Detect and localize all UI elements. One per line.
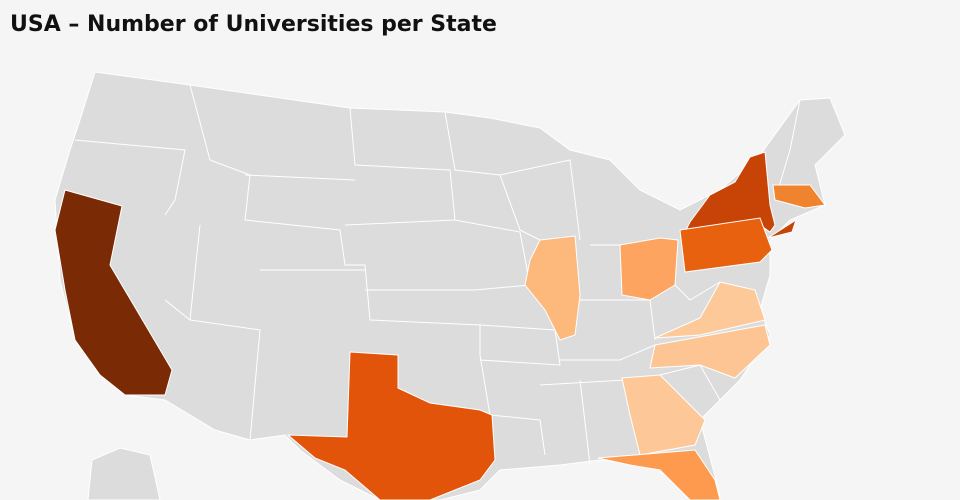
georgia <box>621 374 706 456</box>
long-island <box>767 218 797 239</box>
new-york <box>684 151 776 233</box>
virginia <box>654 281 766 339</box>
florida <box>597 449 721 500</box>
california <box>54 189 173 396</box>
illinois <box>524 235 581 341</box>
massachusetts <box>772 184 826 209</box>
map-title: USA – Number of Universities per State <box>10 12 497 37</box>
alaska <box>87 447 161 500</box>
north-carolina <box>649 324 771 379</box>
state-borders <box>74 84 801 466</box>
pennsylvania <box>679 217 773 273</box>
ohio <box>619 237 679 301</box>
texas <box>286 351 496 500</box>
